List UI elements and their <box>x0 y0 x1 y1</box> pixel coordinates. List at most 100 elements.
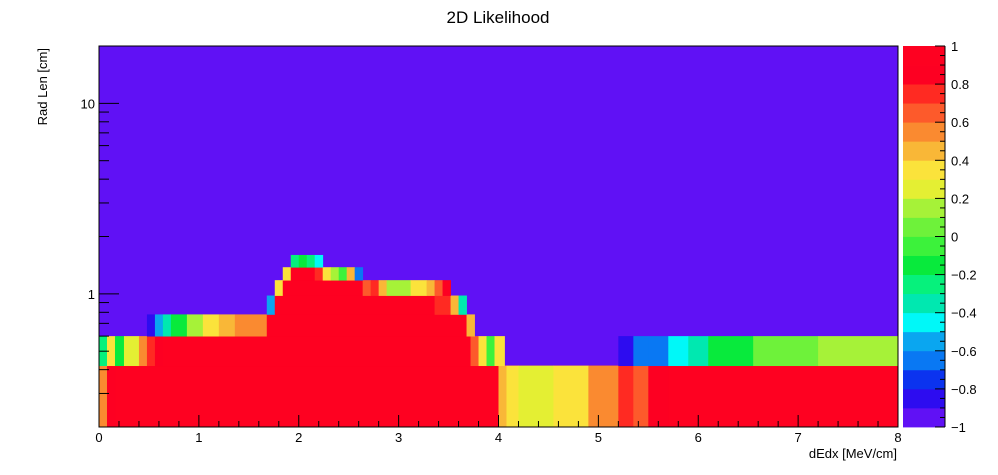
heatmap-cell <box>434 295 451 315</box>
heatmap-cell <box>708 336 754 367</box>
heatmap-cell <box>202 314 220 337</box>
heatmap-cell <box>434 280 443 296</box>
color-bar-swatch <box>903 407 945 428</box>
heatmap-cell <box>314 267 324 281</box>
heatmap-cell <box>274 295 435 315</box>
color-bar-tick-label: 1 <box>951 39 958 54</box>
color-bar-swatch <box>903 388 945 409</box>
heatmap-cell <box>266 295 276 315</box>
heatmap-cell <box>818 336 899 367</box>
heatmap-cell <box>478 336 487 367</box>
color-bar-swatch <box>903 46 945 66</box>
heatmap-cell <box>378 280 388 296</box>
heatmap-cell <box>322 267 332 281</box>
heatmap-cell <box>186 314 204 337</box>
y-tick-label: 10 <box>81 96 95 111</box>
color-bar-swatch <box>903 293 945 314</box>
heatmap-cell <box>106 336 116 367</box>
heatmap-cell <box>466 314 475 337</box>
heatmap-cell <box>114 336 125 367</box>
heatmap-cell <box>282 267 292 281</box>
heatmap-cell <box>154 314 164 337</box>
heatmap-cells <box>99 46 899 428</box>
x-tick-label: 7 <box>795 430 802 445</box>
heatmap-cell <box>588 365 619 428</box>
x-tick-label: 8 <box>894 430 901 445</box>
color-bar-swatch <box>903 179 945 199</box>
x-tick-label: 1 <box>195 430 202 445</box>
color-bar-swatch <box>903 84 945 104</box>
heatmap-cell <box>354 267 364 281</box>
y-tick-label: 1 <box>88 287 95 302</box>
heatmap-cell <box>218 314 236 337</box>
heatmap-cell <box>518 365 554 428</box>
heatmap-cell <box>362 280 372 296</box>
color-bar-swatch <box>903 160 945 180</box>
color-bar-swatch <box>903 198 945 218</box>
axes: 0 1 2 3 4 5 6 7 8 1 10 <box>81 45 902 445</box>
heatmap-cell <box>290 254 300 268</box>
color-bar-swatch <box>903 274 945 295</box>
heatmap-cell <box>633 365 649 428</box>
color-bar-tick-label: −0.4 <box>951 306 977 321</box>
heatmap-cell <box>290 267 316 281</box>
color-bar-tick-label: 0.8 <box>951 77 969 92</box>
color-bar-tick-label: −0.2 <box>951 268 977 283</box>
color-bar-swatch <box>903 236 945 256</box>
heatmap-cell <box>648 336 669 367</box>
heatmap-cell <box>386 280 412 296</box>
x-tick-label: 0 <box>95 430 102 445</box>
heatmap-cell <box>346 267 356 281</box>
y-axis-label: Rad Len [cm] <box>35 48 50 125</box>
x-tick-label: 2 <box>295 430 302 445</box>
color-bar-swatch <box>903 65 945 85</box>
x-tick-label: 3 <box>395 430 402 445</box>
heatmap-cell <box>298 254 308 268</box>
heatmap-cell <box>450 295 459 315</box>
color-bar-tick-label: 0.6 <box>951 115 969 130</box>
heatmap-cell <box>282 280 364 296</box>
x-axis-label: dEdx [MeV/cm] <box>809 446 897 461</box>
color-bar-swatch <box>903 369 945 390</box>
heatmap-cell <box>370 280 380 296</box>
chart-title: 2D Likelihood <box>446 8 549 27</box>
heatmap-cell <box>633 336 649 367</box>
heatmap-cell <box>338 267 348 281</box>
color-bar-swatch <box>903 312 945 333</box>
x-tick-label: 6 <box>695 430 702 445</box>
heatmap-cell <box>410 280 427 296</box>
color-bar-tick-label: −0.6 <box>951 344 977 359</box>
color-bar-tick-label: −0.8 <box>951 382 977 397</box>
heatmap-cell <box>170 314 188 337</box>
heatmap-cell <box>753 336 819 367</box>
color-bar-tick-label: 0.4 <box>951 153 969 168</box>
heatmap-cell <box>668 336 689 367</box>
heatmap-cell <box>99 365 108 428</box>
color-bar-swatch <box>903 141 945 161</box>
heatmap-cell <box>154 336 164 367</box>
heatmap-cell <box>618 336 634 367</box>
color-bar-tick-label: 0.2 <box>951 191 969 206</box>
x-tick-label: 5 <box>595 430 602 445</box>
heatmap-cell <box>234 314 268 337</box>
heatmap-cell <box>486 336 495 367</box>
color-bar-swatch <box>903 255 945 275</box>
heatmap-cell <box>506 365 519 428</box>
color-bar-swatch <box>903 122 945 142</box>
heatmap-cell <box>146 336 156 367</box>
heatmap-cell <box>442 280 451 296</box>
heatmap-cell <box>553 365 589 428</box>
heatmap-cell <box>494 336 505 367</box>
heatmap-cell <box>648 365 669 428</box>
color-bar-tick-label: 0 <box>951 230 958 245</box>
heatmap-cell <box>274 280 284 296</box>
heatmap-cell <box>470 336 479 367</box>
heatmap-cell <box>106 365 116 428</box>
heatmap-cell <box>138 336 148 367</box>
heatmap-cell <box>688 336 709 367</box>
heatmap-cell <box>458 295 467 315</box>
heatmap-cell <box>162 314 172 337</box>
x-tick-label: 4 <box>495 430 502 445</box>
color-bar-swatch <box>903 103 945 123</box>
